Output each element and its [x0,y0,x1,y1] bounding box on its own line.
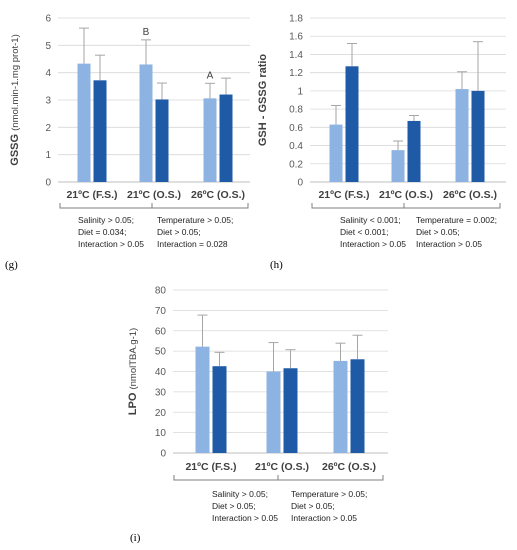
category-label: 21ºC (F.S.) [318,189,369,201]
y-axis-label-main: GSH - GSSG ratio [257,54,269,147]
statistics-line: Interaction > 0.05 [78,239,144,249]
statistics-line: Interaction > 0.05 [212,513,278,523]
statistics-line: Diet > 0.05; [157,227,201,237]
y-tick-label: 1 [297,86,303,97]
bar [139,64,153,182]
significance-letter: B [143,27,150,38]
y-axis-label-main: GSSG [9,131,21,166]
y-tick-label: 1.6 [289,32,303,43]
y-axis-label-unit: (nmol.min-1.mg prot-1) [10,34,21,131]
comparison-bracket [173,475,279,481]
statistics-line: Salinity < 0.001; [340,215,401,225]
y-tick-label: 6 [45,14,51,25]
y-axis-label-main: LPO [127,390,139,416]
bar [77,63,91,182]
bar [350,359,365,453]
panel-label: (g) [5,259,18,271]
statistics-line: Interaction > 0.05 [416,239,482,249]
y-tick-label: 0.4 [289,141,303,152]
bar [455,89,469,182]
y-tick-label: 20 [155,408,167,419]
y-tick-label: 0 [160,449,166,460]
bar [93,80,107,182]
statistics-line: Diet < 0.001; [340,227,388,237]
statistics-line: Diet > 0.05; [291,501,335,511]
statistics-line: Diet > 0.05; [416,227,460,237]
comparison-bracket [151,203,249,209]
bar [212,366,227,453]
bar [391,150,405,182]
y-tick-label: 2 [45,123,51,134]
comparison-bracket [311,203,405,209]
y-tick-label: 30 [155,387,167,398]
statistics-line: Diet = 0.034; [78,227,126,237]
y-tick-label: 60 [155,326,167,337]
category-label: 21ºC (F.S.) [66,189,117,201]
statistics-line: Interaction > 0.05 [291,513,357,523]
comparison-bracket [59,203,153,209]
category-label: 26ºC (O.S.) [443,189,497,201]
bar [333,360,348,453]
statistics-line: Diet > 0.05; [212,501,256,511]
category-label: 21ºC (O.S.) [255,461,309,473]
statistics-line: Salinity > 0.05; [212,489,268,499]
chart-gssg: 0 1 2 3 4 5 6 B A 21ºC (F.S.) 21ºC (O.S.) 26ºC (O.S… [5,14,250,271]
significance-letter: A [207,70,214,81]
y-tick-label: 80 [155,286,167,297]
y-tick-label: 70 [155,306,167,317]
bar [329,124,343,182]
y-tick-label: 0 [45,178,51,189]
category-label: 21ºC (O.S.) [127,189,181,201]
y-axis-label-unit: (nmolTBA.g-1) [128,328,139,390]
y-tick-label: 50 [155,347,167,358]
y-axis-label: GSSG (nmol.min-1.mg prot-1) [9,34,21,165]
chart-gsh-gssg-ratio: 0 0.2 0.4 0.6 0.8 1 1.2 1.4 1.6 1.8 21ºC (F.S.) 21º… [257,14,506,271]
y-tick-label: 5 [45,41,51,52]
y-tick-label: 1.8 [289,14,303,25]
bar [345,66,359,182]
comparison-bracket [277,475,384,481]
category-label: 21ºC (F.S.) [185,461,236,473]
statistics-line: Salinity > 0.05; [78,215,134,225]
y-tick-label: 1 [45,150,51,161]
y-tick-label: 3 [45,96,51,107]
category-label: 26ºC (O.S.) [191,189,245,201]
statistics-line: Interaction = 0.028 [157,239,228,249]
y-tick-label: 1.4 [289,50,303,61]
y-tick-label: 0.2 [289,159,303,170]
statistics-line: Temperature > 0.05; [291,489,367,499]
y-tick-label: 0 [297,178,303,189]
y-axis-label: GSH - GSSG ratio [257,54,269,147]
panel-label: (h) [270,259,283,271]
y-tick-label: 0.6 [289,123,303,134]
y-tick-label: 1.2 [289,68,303,79]
chart-lpo: 0 10 20 30 40 50 60 70 80 21ºC (F.S.) 21ºC (O.S.) 2… [127,286,388,544]
y-tick-label: 10 [155,428,167,439]
bar [266,371,281,453]
bar [219,94,233,182]
bar [195,346,210,453]
bar [407,120,421,182]
statistics-line: Interaction > 0.05 [340,239,406,249]
bar [155,99,169,182]
statistics-line: Temperature = 0.002; [416,215,497,225]
panel-label: (i) [130,532,141,544]
statistics-line: Temperature > 0.05; [157,215,233,225]
y-tick-label: 40 [155,367,167,378]
bar [203,98,217,182]
y-axis-label: LPO (nmolTBA.g-1) [127,328,139,415]
category-label: 21ºC (O.S.) [379,189,433,201]
category-label: 26ºC (O.S.) [322,461,376,473]
bar [283,368,298,453]
bar [471,90,485,182]
comparison-bracket [403,203,501,209]
y-tick-label: 4 [45,68,51,79]
y-tick-label: 0.8 [289,105,303,116]
